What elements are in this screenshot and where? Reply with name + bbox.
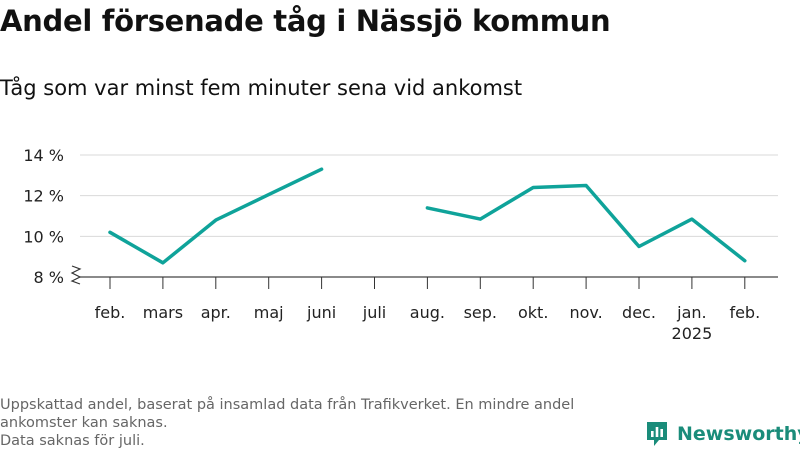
x-tick-label: sep. [464, 303, 497, 322]
x-tick-label: feb. [95, 303, 126, 322]
y-tick-label: 8 % [34, 268, 64, 287]
x-tick-label: mars [143, 303, 183, 322]
chart-subtitle: Tåg som var minst fem minuter sena vid a… [0, 76, 523, 100]
footnote: Uppskattad andel, baserat på insamlad da… [0, 396, 640, 450]
x-tick-label: okt. [518, 303, 548, 322]
axis-break-mark [70, 265, 82, 285]
series-line-segment [108, 167, 324, 265]
x-tick-label: juli [362, 303, 386, 322]
x-axis-ticks: feb. mars apr. maj juni juli aug. sep. okt. nov. d… [95, 277, 760, 343]
series-line-segment [425, 183, 747, 263]
x-tick-label: apr. [201, 303, 231, 322]
chart-title: Andel försenade tåg i Nässjö kommun [0, 4, 611, 38]
x-tick-label: maj [254, 303, 284, 322]
x-year-label: 2025 [672, 324, 713, 343]
footnote-missing-data: Data saknas för juli. [0, 433, 145, 449]
x-tick-label: dec. [622, 303, 656, 322]
bar-chart-icon [647, 422, 667, 446]
x-tick-label: feb. [729, 303, 760, 322]
y-tick-label: 14 % [23, 146, 64, 165]
x-tick-label: nov. [569, 303, 602, 322]
x-tick-label: aug. [410, 303, 445, 322]
y-tick-label: 12 % [23, 187, 64, 206]
y-axis-ticks: 8 % 10 % 12 % 14 % [23, 146, 64, 287]
y-tick-label: 10 % [23, 227, 64, 246]
newsworthy-logo: Newsworthy [645, 420, 800, 448]
footnote-source: Uppskattad andel, baserat på insamlad da… [0, 397, 575, 431]
brand-name: Newsworthy [677, 423, 800, 445]
grid-lines [70, 154, 778, 285]
x-tick-label: jan. [676, 303, 706, 322]
series-lines [108, 167, 747, 265]
x-tick-label: juni [306, 303, 336, 322]
